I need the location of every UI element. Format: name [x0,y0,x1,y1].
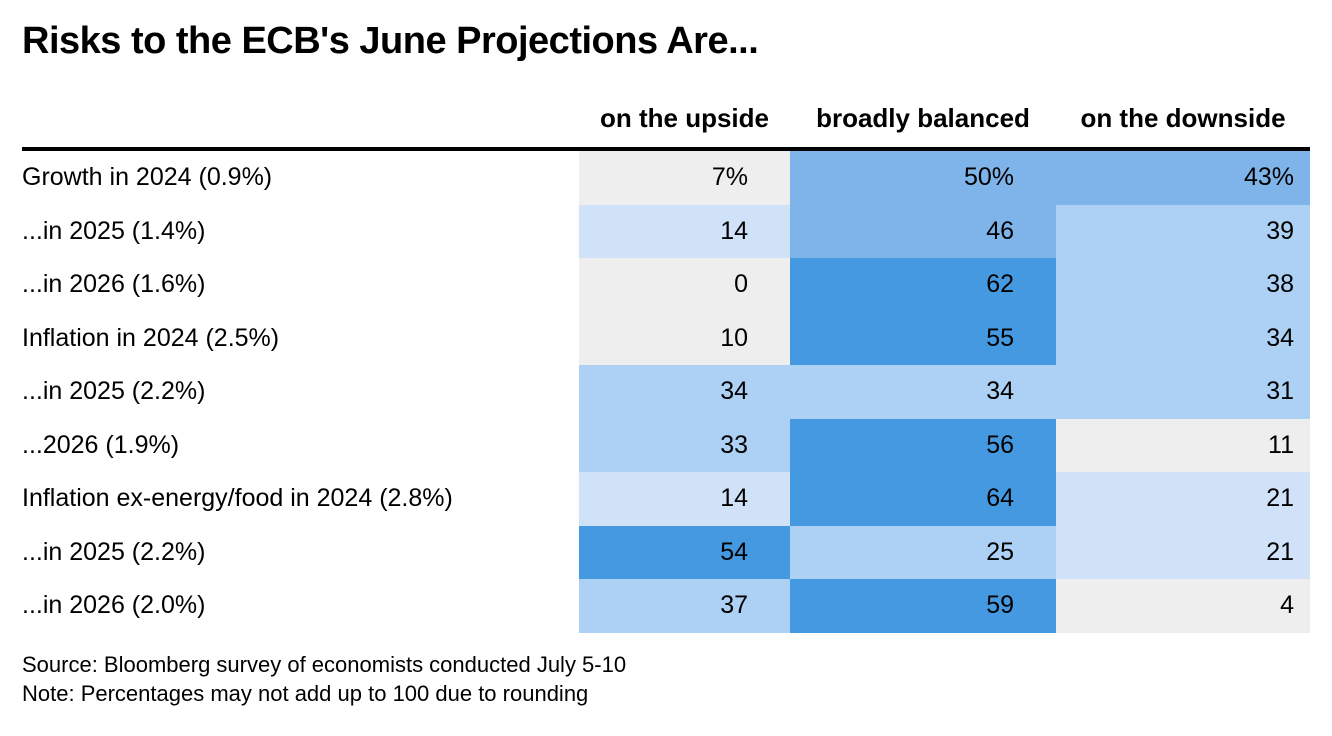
row-label: ...in 2026 (2.0%) [22,591,206,619]
heatmap-cell: 14 [579,472,790,526]
heatmap-cell: 54 [579,525,790,579]
heatmap-cell: 10 [579,311,790,365]
heatmap-cell: 21 [1056,525,1310,579]
row-label: Growth in 2024 (0.9%) [22,163,273,191]
heatmap-cell: 38 [1056,258,1310,312]
heatmap-cell: 55 [790,311,1056,365]
column-header-balanced: broadly balanced [816,103,1030,133]
heatmap-cell: 43% [1056,151,1310,205]
heatmap-cell: 0 [579,258,790,312]
heatmap-cell: 31 [1056,365,1310,419]
heatmap-cell: 34 [790,365,1056,419]
heatmap-cell: 39 [1056,204,1310,258]
heatmap-cell: 37 [579,579,790,633]
row-label: ...in 2025 (1.4%) [22,216,206,245]
heatmap-cell: 4 [1056,579,1310,633]
heatmap-cell: 62 [790,258,1056,312]
heatmap-cell: 56 [790,418,1056,472]
source-note: Source: Bloomberg survey of economists c… [22,652,627,677]
heatmap-cell: 46 [790,204,1056,258]
heatmap-cell: 33 [579,418,790,472]
row-label: ...in 2026 (1.6%) [22,270,206,298]
heatmap-cell: 11 [1056,418,1310,472]
column-header-upside: on the upside [600,103,769,133]
row-label: ...2026 (1.9%) [22,430,180,459]
row-label: ...in 2025 (2.2%) [22,377,206,405]
heatmap-cell: 21 [1056,472,1310,526]
heatmap-cell: 50% [790,151,1056,205]
header-rule [22,147,1310,151]
heatmap-cell: 7% [579,151,790,205]
heatmap-cell: 34 [579,365,790,419]
heatmap-cell: 34 [1056,311,1310,365]
row-label: ...in 2025 (2.2%) [22,537,206,566]
row-label: Inflation in 2024 (2.5%) [22,323,280,352]
heatmap-cell: 14 [579,204,790,258]
heatmap-cell: 25 [790,525,1056,579]
chart-title: Risks to the ECB's June Projections Are.… [22,20,759,62]
row-label: Inflation ex-energy/food in 2024 (2.8%) [22,484,453,512]
rounding-note: Note: Percentages may not add up to 100 … [22,681,589,706]
heatmap-cell: 59 [790,579,1056,633]
heatmap-cell: 64 [790,472,1056,526]
column-header-downside: on the downside [1080,103,1286,133]
